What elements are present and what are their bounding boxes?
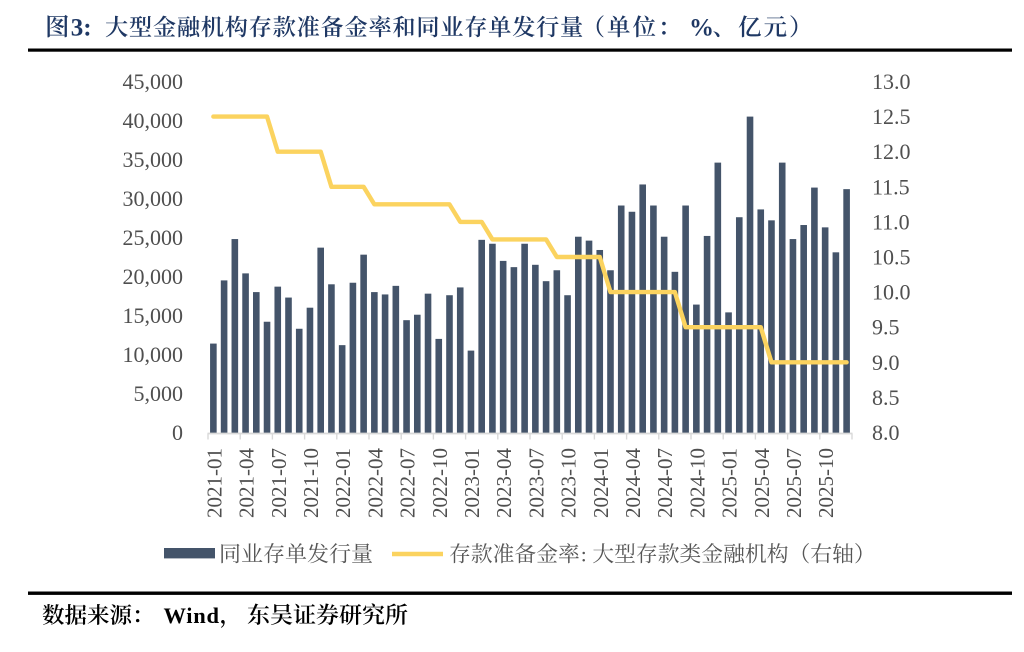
svg-text:2025-01: 2025-01: [718, 448, 742, 518]
svg-text:2021-04: 2021-04: [235, 448, 259, 518]
svg-text:30,000: 30,000: [123, 186, 184, 211]
svg-text:2022-04: 2022-04: [363, 448, 387, 518]
svg-text:2022-10: 2022-10: [428, 448, 452, 518]
svg-text:35,000: 35,000: [123, 147, 184, 172]
svg-text:12.0: 12.0: [872, 139, 911, 164]
svg-text:10.0: 10.0: [872, 280, 911, 305]
svg-text:8.5: 8.5: [872, 385, 900, 410]
svg-text:0: 0: [172, 420, 183, 445]
svg-text:40,000: 40,000: [123, 108, 184, 133]
svg-text:3:: 3:: [71, 14, 92, 41]
svg-text:11.0: 11.0: [872, 209, 910, 234]
svg-text:13.0: 13.0: [872, 69, 911, 94]
svg-text:5,000: 5,000: [134, 381, 184, 406]
svg-text:25,000: 25,000: [123, 225, 184, 250]
svg-text:2023-04: 2023-04: [492, 448, 516, 518]
svg-text:2023-07: 2023-07: [524, 448, 548, 518]
svg-text:%: %: [689, 14, 714, 41]
svg-text:20,000: 20,000: [123, 264, 184, 289]
svg-text:2022-07: 2022-07: [396, 448, 420, 518]
svg-text:8.0: 8.0: [872, 420, 900, 445]
svg-text:Wind: Wind: [164, 603, 220, 628]
svg-text:10.5: 10.5: [872, 245, 911, 270]
svg-text:12.5: 12.5: [872, 104, 911, 129]
svg-text:2023-10: 2023-10: [557, 448, 581, 518]
svg-text:11.5: 11.5: [872, 174, 910, 199]
svg-text:9.0: 9.0: [872, 350, 900, 375]
svg-text:45,000: 45,000: [123, 69, 184, 94]
svg-text:2022-01: 2022-01: [331, 448, 355, 518]
svg-text:2025-10: 2025-10: [814, 448, 838, 518]
svg-text::: :: [581, 543, 587, 567]
svg-text:2021-10: 2021-10: [299, 448, 323, 518]
svg-text:2024-01: 2024-01: [589, 448, 613, 518]
svg-text:2021-07: 2021-07: [267, 448, 291, 518]
svg-text:9.5: 9.5: [872, 315, 900, 340]
svg-text:2025-07: 2025-07: [782, 448, 806, 518]
svg-text:2025-04: 2025-04: [750, 448, 774, 518]
svg-text:2023-01: 2023-01: [460, 448, 484, 518]
svg-text:2024-10: 2024-10: [685, 448, 709, 518]
svg-text:2021-01: 2021-01: [202, 448, 226, 518]
svg-text:2024-07: 2024-07: [653, 448, 677, 518]
svg-text:10,000: 10,000: [123, 342, 184, 367]
svg-text:15,000: 15,000: [123, 303, 184, 328]
svg-text:2024-04: 2024-04: [621, 448, 645, 518]
